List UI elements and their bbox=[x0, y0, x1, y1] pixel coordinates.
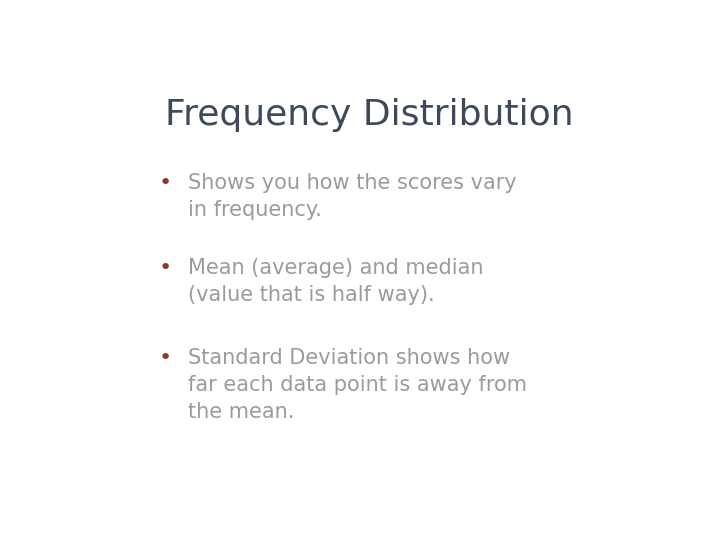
Text: •: • bbox=[158, 258, 172, 278]
Text: Mean (average) and median
(value that is half way).: Mean (average) and median (value that is… bbox=[188, 258, 483, 305]
Text: •: • bbox=[158, 173, 172, 193]
Text: Shows you how the scores vary
in frequency.: Shows you how the scores vary in frequen… bbox=[188, 173, 516, 220]
Text: Frequency Distribution: Frequency Distribution bbox=[165, 98, 573, 132]
Text: •: • bbox=[158, 348, 172, 368]
Text: Standard Deviation shows how
far each data point is away from
the mean.: Standard Deviation shows how far each da… bbox=[188, 348, 526, 422]
